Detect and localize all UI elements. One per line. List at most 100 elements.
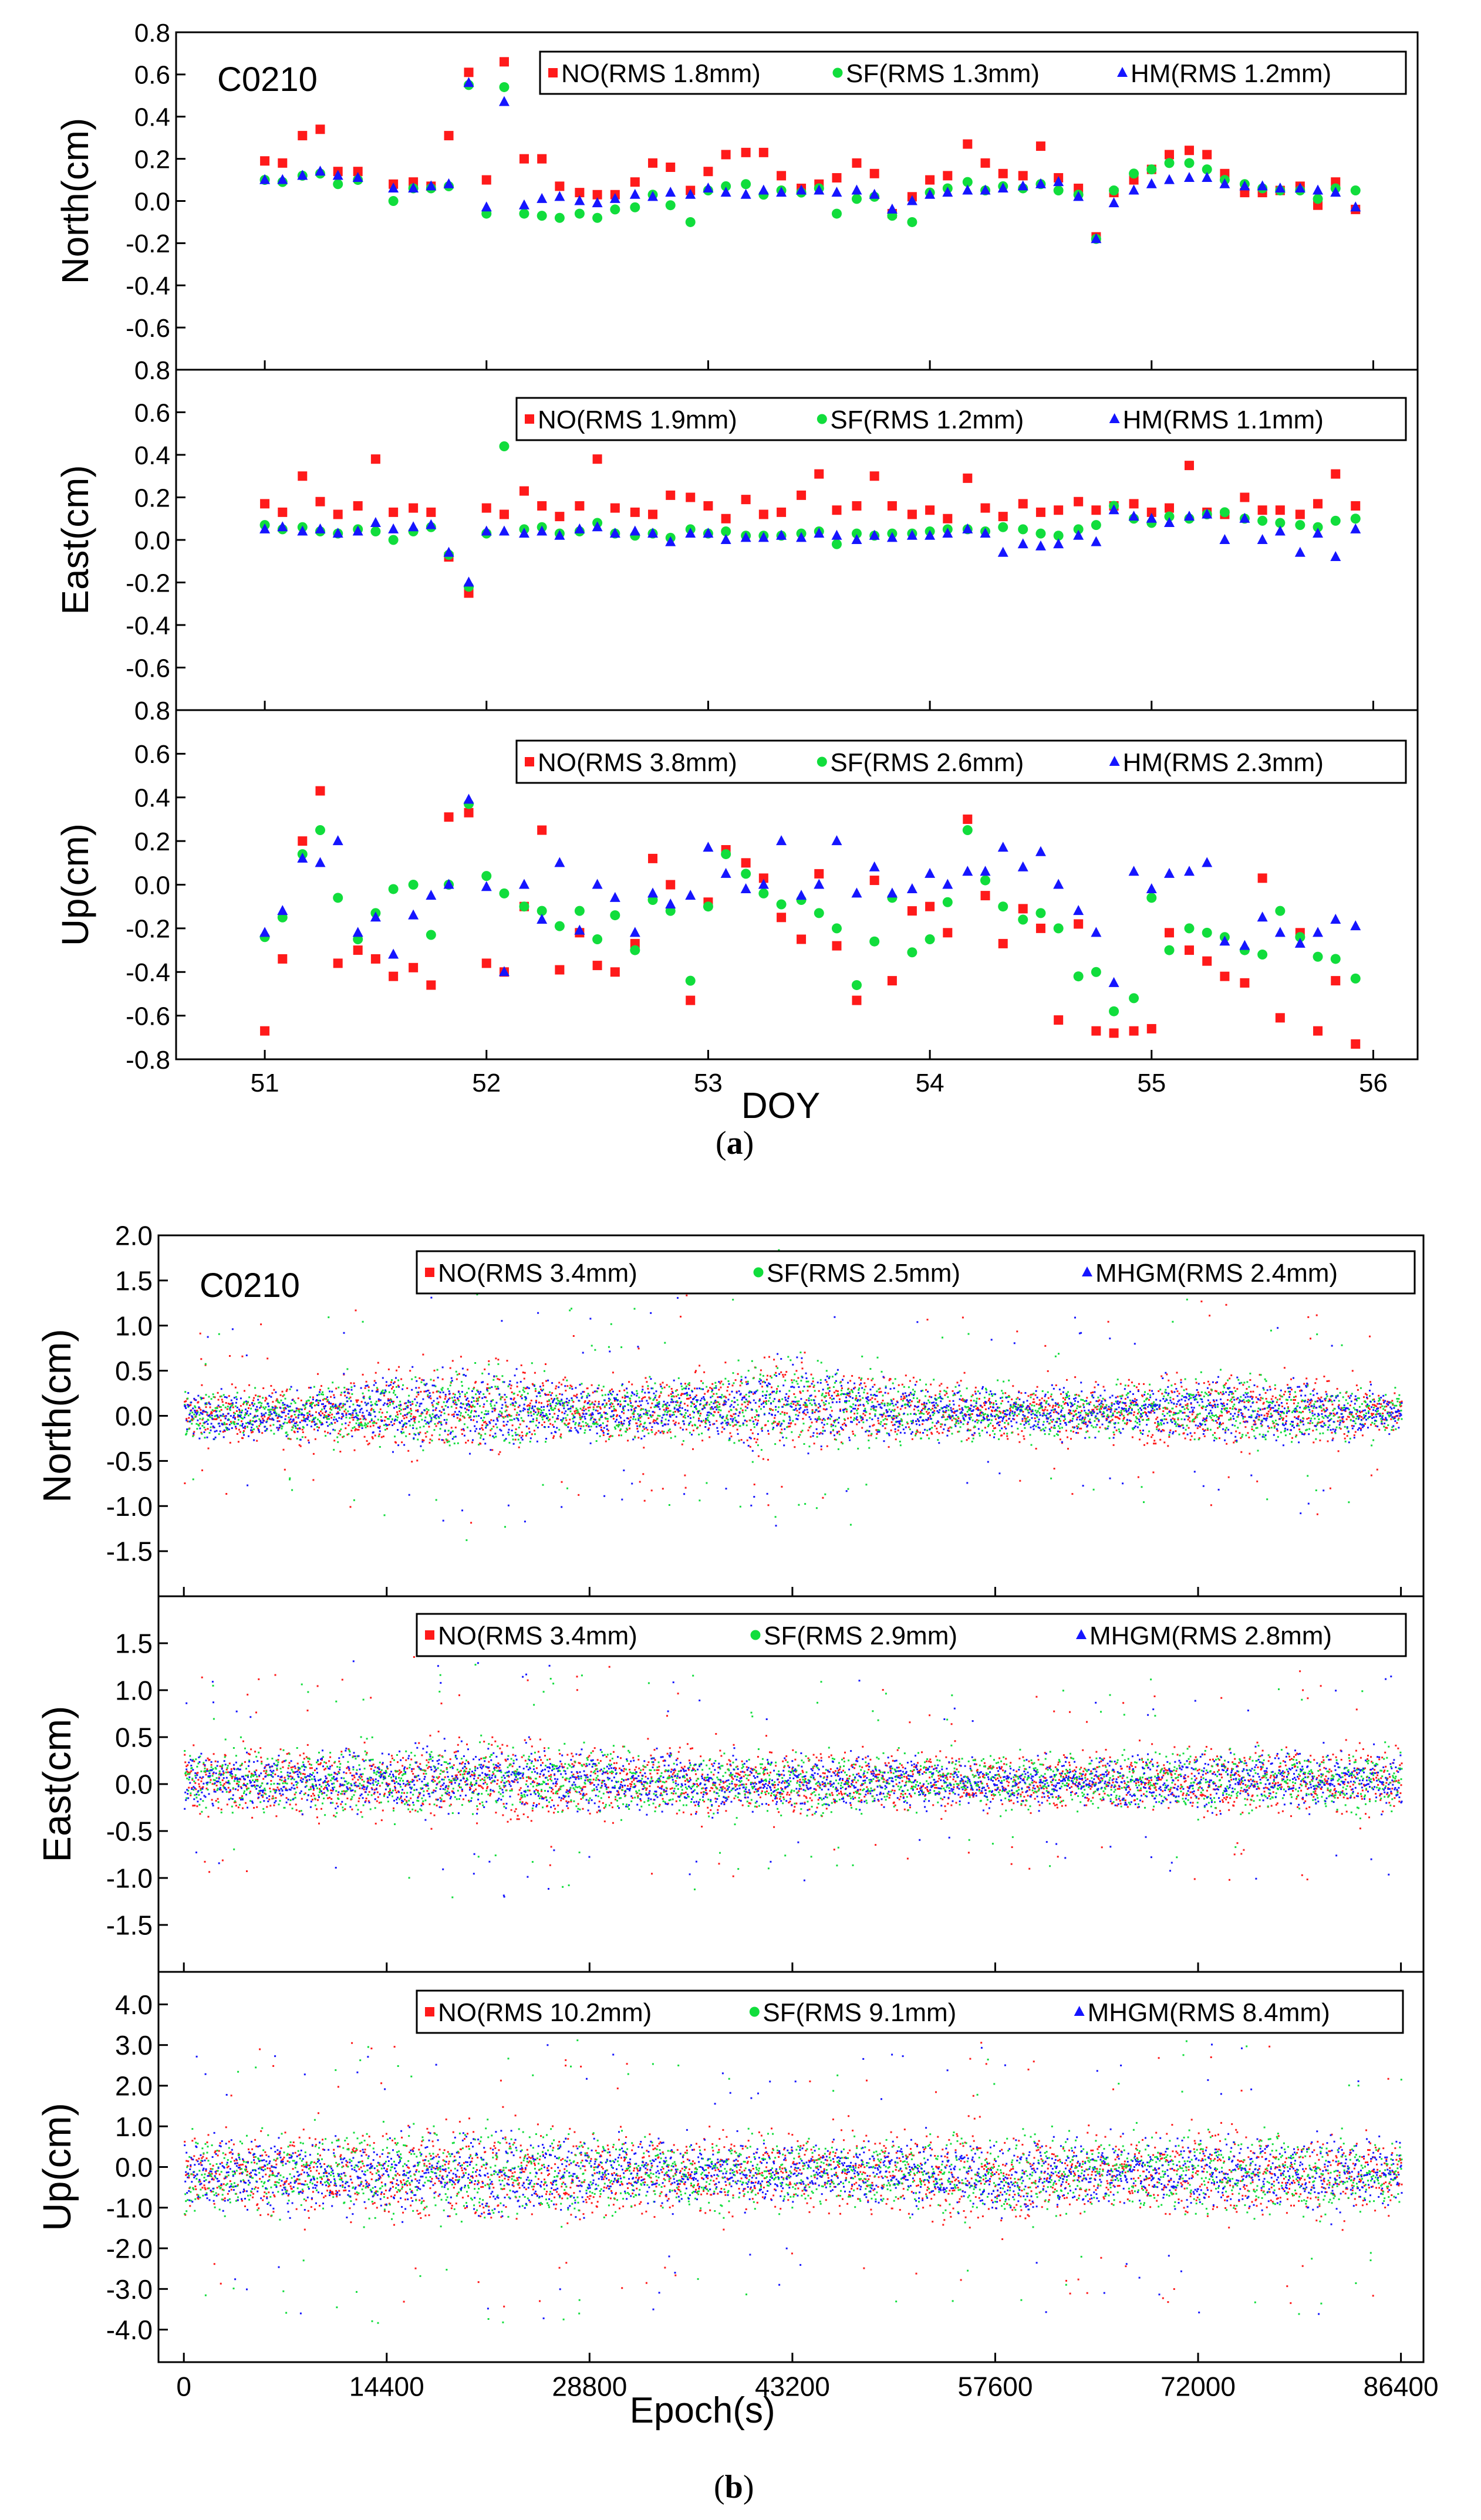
data-point-sf xyxy=(1202,164,1212,175)
data-point-hm xyxy=(574,195,585,205)
data-point-hm xyxy=(1350,523,1361,533)
data-point-hm xyxy=(332,528,343,538)
data-point-hm xyxy=(426,180,437,191)
legend-marker xyxy=(1117,67,1128,77)
y-tick-label: 0.4 xyxy=(134,784,170,813)
data-point-sf xyxy=(1202,927,1212,938)
data-point-hm xyxy=(665,187,676,197)
data-point-no xyxy=(1146,507,1156,517)
data-point-no xyxy=(575,501,585,511)
data-point-no xyxy=(852,501,862,511)
data-point-hm xyxy=(332,170,343,180)
data-point-hm xyxy=(831,529,842,540)
data-point-no xyxy=(409,962,419,972)
data-point-no xyxy=(1240,978,1250,988)
data-point-sf xyxy=(1146,164,1157,175)
data-point-no xyxy=(998,168,1008,178)
data-point-hm xyxy=(1239,940,1250,950)
data-point-sf xyxy=(1184,923,1195,934)
legend-marker xyxy=(817,414,827,424)
data-point-sf xyxy=(1164,945,1175,955)
data-point-hm xyxy=(259,523,271,533)
data-point-sf xyxy=(721,526,731,536)
data-point-no xyxy=(852,995,862,1005)
data-point-hm xyxy=(1128,511,1139,521)
data-point-no xyxy=(1184,461,1194,471)
data-point-no xyxy=(464,808,474,818)
data-point-hm xyxy=(758,184,769,195)
data-point-sf xyxy=(907,217,917,227)
legend-marker xyxy=(749,2006,760,2017)
data-point-hm xyxy=(1219,534,1230,544)
y-tick-label: -0.4 xyxy=(126,612,170,640)
data-point-hm xyxy=(574,523,585,533)
data-point-no xyxy=(1313,1026,1323,1036)
data-point-no xyxy=(1165,150,1174,160)
series-cloud-no xyxy=(184,2106,1403,2240)
y-tick-label: 1.0 xyxy=(115,1310,153,1341)
y-tick-label: 0.2 xyxy=(134,827,170,856)
data-point-sf xyxy=(519,208,529,219)
data-point-hm xyxy=(685,188,696,199)
data-point-no xyxy=(370,954,380,964)
data-point-hm xyxy=(1274,525,1286,536)
y-tick-label: 0.6 xyxy=(134,740,170,769)
data-point-hm xyxy=(665,536,676,546)
data-point-hm xyxy=(609,192,620,203)
y-tick-label: 0.5 xyxy=(115,1722,153,1753)
y-tick-label: -0.5 xyxy=(106,1446,153,1477)
data-point-no xyxy=(298,131,308,141)
data-point-hm xyxy=(297,525,308,536)
data-point-hm xyxy=(537,914,548,924)
data-point-no xyxy=(1165,503,1174,513)
data-point-hm xyxy=(537,192,548,203)
data-point-no xyxy=(925,505,935,515)
x-tick-label: 56 xyxy=(1359,1069,1388,1097)
data-point-hm xyxy=(443,546,454,557)
y-tick-label: 0.4 xyxy=(134,103,170,132)
data-point-no xyxy=(537,501,547,511)
y-axis-label: Up(cm) xyxy=(36,2103,79,2231)
data-point-no xyxy=(278,507,288,517)
data-point-hm xyxy=(1164,867,1175,878)
data-point-no xyxy=(1240,492,1250,502)
data-point-no xyxy=(298,836,308,846)
data-point-no xyxy=(777,507,787,517)
data-point-sf xyxy=(388,884,399,894)
data-point-hm xyxy=(720,187,731,197)
data-point-no xyxy=(426,507,436,517)
data-point-hm xyxy=(1257,180,1268,191)
data-point-no xyxy=(592,961,602,971)
data-point-no xyxy=(519,486,529,496)
data-point-sf xyxy=(703,901,713,912)
data-point-no xyxy=(1295,509,1305,519)
data-point-no xyxy=(592,190,602,200)
y-tick-label: 0.0 xyxy=(134,187,170,216)
data-point-sf xyxy=(758,888,769,898)
legend-marker xyxy=(525,757,534,766)
data-point-sf xyxy=(610,910,620,921)
data-point-no xyxy=(333,958,343,968)
data-point-hm xyxy=(609,528,620,538)
y-tick-label: 0.2 xyxy=(134,484,170,512)
legend-entry: HM(RMS 1.1mm) xyxy=(1123,406,1324,434)
legend-entry: NO(RMS 3.4mm) xyxy=(438,1622,637,1650)
data-point-hm xyxy=(925,529,936,540)
data-point-hm xyxy=(1053,538,1064,549)
data-point-hm xyxy=(703,842,714,852)
data-point-no xyxy=(777,171,787,181)
data-point-no xyxy=(389,507,399,517)
data-point-no xyxy=(1257,505,1267,515)
data-point-no xyxy=(260,499,270,509)
subplot-b-east: -1.5 -1.0 -0.5 0.0 0.5 1.0 1.5 East(cm) NO(RMS 3… xyxy=(36,1595,1425,1973)
data-point-hm xyxy=(942,528,953,538)
data-point-hm xyxy=(647,528,659,538)
legend-box xyxy=(416,1613,1407,1657)
legend-entry: MHGM(RMS 2.8mm) xyxy=(1089,1622,1332,1650)
legend-marker xyxy=(425,2007,434,2016)
data-point-sf xyxy=(1330,954,1341,964)
data-point-sf xyxy=(814,908,824,918)
data-point-no xyxy=(610,503,620,513)
data-point-hm xyxy=(942,879,953,889)
data-point-hm xyxy=(498,525,510,536)
